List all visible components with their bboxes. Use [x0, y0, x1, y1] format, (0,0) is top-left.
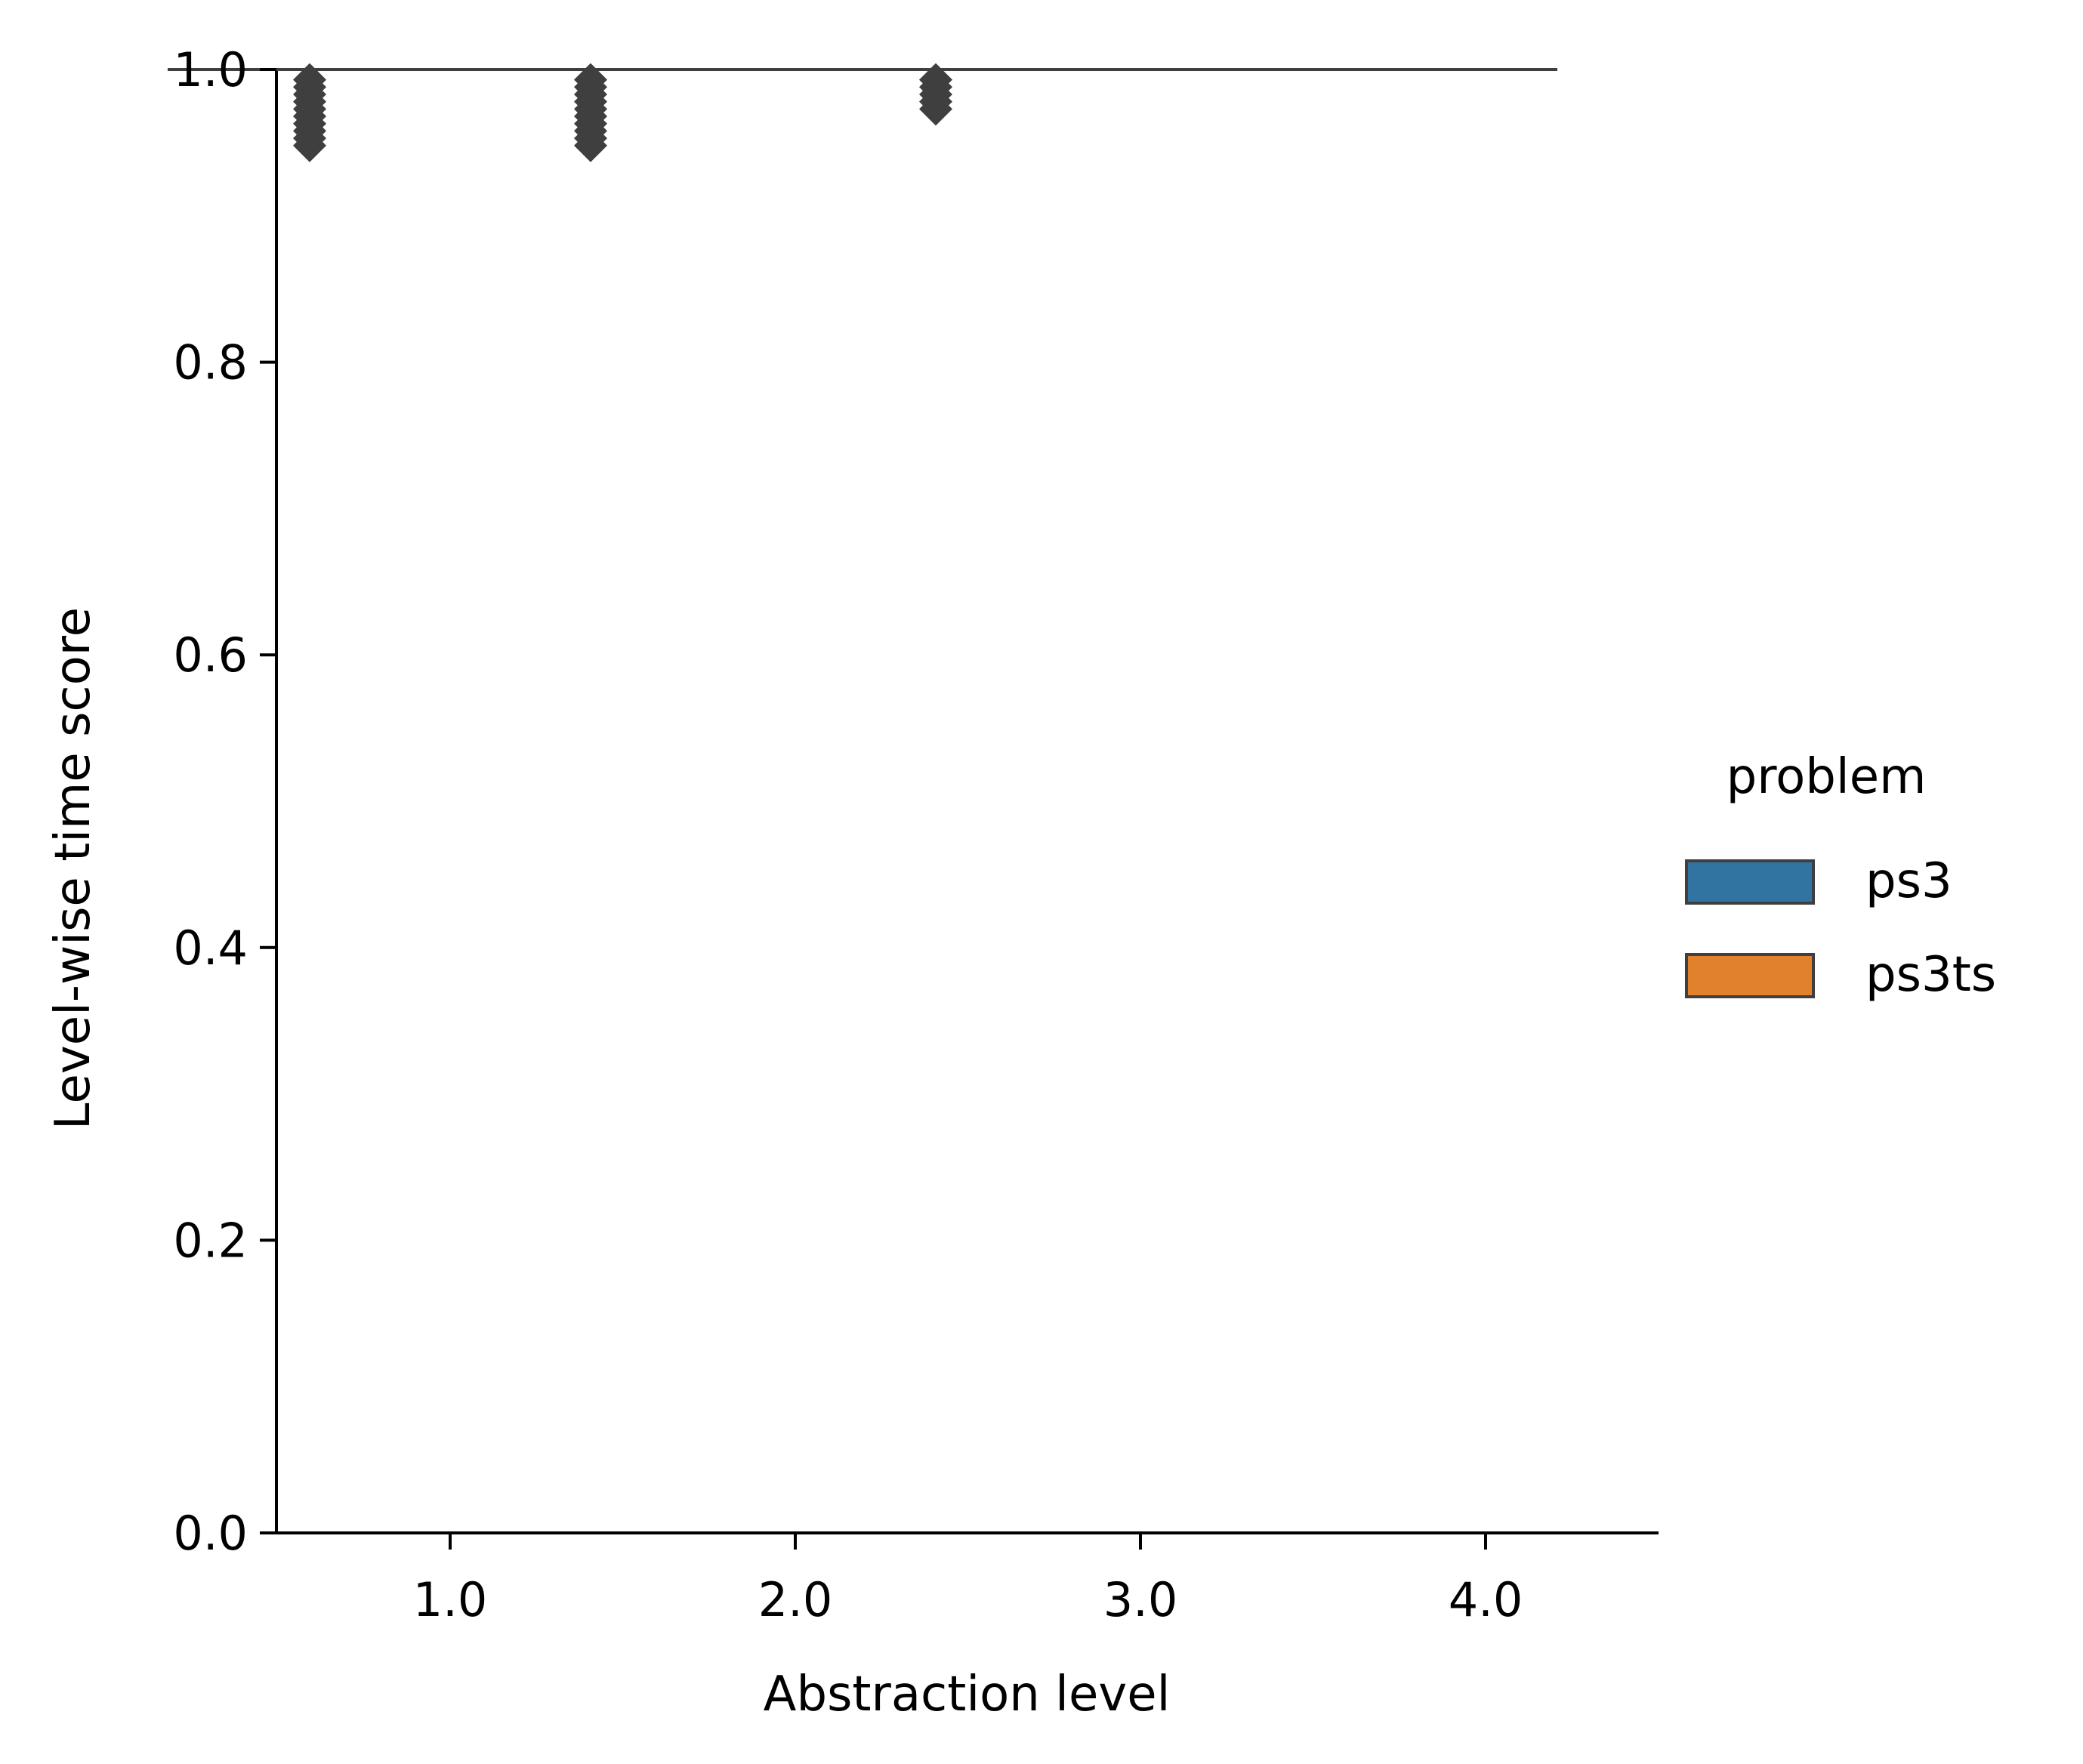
outlier-ps3-1.0-9 — [293, 128, 326, 162]
x-tick-label-3.0: 3.0 — [1103, 1572, 1178, 1627]
y-tick-label-0.4: 0.4 — [173, 921, 248, 976]
legend-swatch-ps3ts — [1685, 953, 1815, 998]
y-tick-label-0.2: 0.2 — [173, 1213, 248, 1268]
legend-swatch-ps3 — [1685, 859, 1815, 905]
outlier-ps3ts-2.0-4 — [919, 92, 952, 126]
axes — [275, 69, 1659, 1534]
y-tick-label-0.8: 0.8 — [173, 335, 248, 390]
y-tick-label-0.0: 0.0 — [173, 1506, 248, 1561]
outlier-ps3ts-1.0-9 — [574, 128, 607, 162]
legend: problem ps3 ps3ts — [1685, 749, 1996, 1003]
y-tick-label-0.6: 0.6 — [173, 628, 248, 683]
x-tick-label-1.0: 1.0 — [413, 1572, 488, 1627]
outliers — [293, 63, 952, 162]
legend-label-ps3: ps3 — [1865, 853, 1952, 909]
legend-label-ps3ts: ps3ts — [1865, 947, 1996, 1003]
ticks: 0.0 0.2 0.4 0.6 0.8 1.0 1.0 2.0 3.0 4.0 — [173, 42, 1523, 1627]
y-tick-label-1.0: 1.0 — [173, 42, 248, 97]
x-axis-label: Abstraction level — [764, 1667, 1171, 1722]
x-tick-label-2.0: 2.0 — [758, 1572, 833, 1627]
legend-title: problem — [1727, 749, 1927, 805]
x-tick-label-4.0: 4.0 — [1449, 1572, 1523, 1627]
y-axis-label: Level-wise time score — [45, 607, 101, 1130]
